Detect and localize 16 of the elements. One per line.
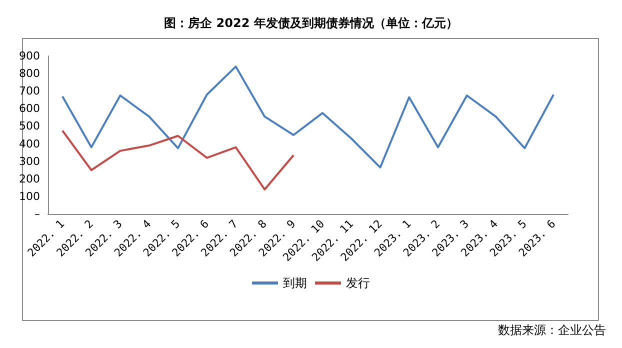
y-tick-label: 600 [19,102,40,116]
y-tick-label: – [34,208,40,220]
y-tick-label: 900 [19,50,40,62]
line-series [61,130,295,190]
y-tick-label: 100 [19,190,40,203]
legend-label: 到期 [283,276,307,290]
line-series [61,66,555,168]
y-tick-label: 400 [19,137,40,150]
legend-label: 发行 [346,276,370,290]
source-note: 数据来源：企业公告 [498,323,606,337]
y-tick-label: 200 [19,172,40,186]
y-tick-label: 800 [19,67,40,80]
y-tick-label: 700 [19,84,40,98]
y-tick-label: 300 [19,154,40,168]
chart-title: 图：房企 2022 年发债及到期债券情况（单位：亿元） [164,16,458,30]
y-tick-label: 500 [19,120,40,133]
